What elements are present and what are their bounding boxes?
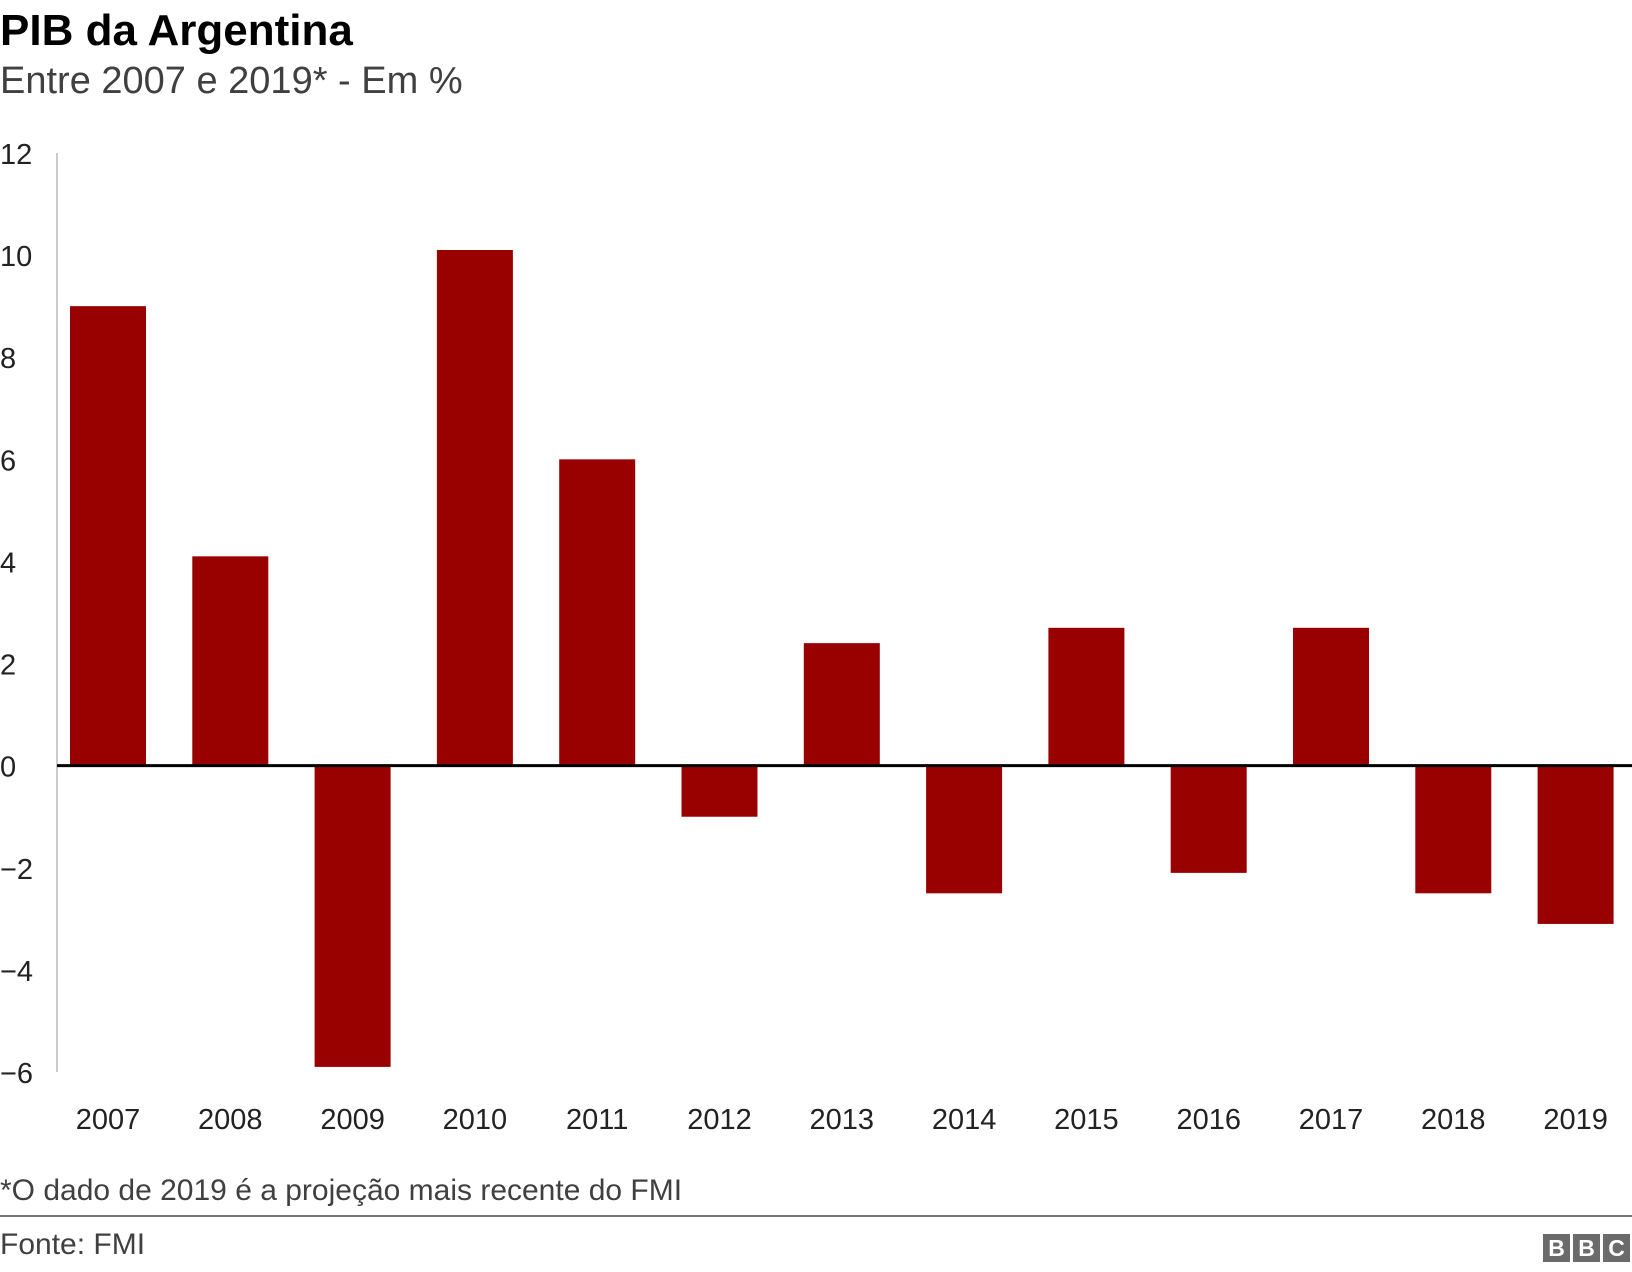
chart-title: PIB da Argentina xyxy=(0,6,353,55)
bar-2011 xyxy=(559,459,636,766)
bar-2009 xyxy=(314,765,391,1067)
x-tick-label: 2018 xyxy=(1421,1104,1486,1136)
y-tick-label: 10 xyxy=(0,241,32,273)
bar-2017 xyxy=(1293,627,1369,766)
bar-2014 xyxy=(926,765,1003,894)
x-tick-label: 2015 xyxy=(1054,1104,1119,1136)
bar-2012 xyxy=(681,765,758,817)
bar-2013 xyxy=(803,643,880,766)
y-tick-label: 2 xyxy=(0,650,16,682)
bar-chart: 12 10 8 6 4 2 0 −2 −4 −6 2007 2008 2009 2010 2011 2012 2… xyxy=(0,139,1632,1136)
y-tick-label: 8 xyxy=(0,343,16,375)
bar-2016 xyxy=(1170,765,1247,873)
bar-2015 xyxy=(1048,627,1125,766)
x-tick-label: 2012 xyxy=(687,1104,752,1136)
y-tick-label: 0 xyxy=(0,752,16,784)
chart-subtitle: Entre 2007 e 2019* - Em % xyxy=(0,60,463,102)
x-tick-label: 2016 xyxy=(1176,1104,1241,1136)
y-tick-label: 4 xyxy=(0,547,16,579)
x-tick-label: 2011 xyxy=(566,1104,628,1136)
x-tick-label: 2009 xyxy=(320,1104,385,1136)
logo-letter: C xyxy=(1603,1234,1630,1262)
x-tick-label: 2007 xyxy=(76,1104,141,1136)
bar-2007 xyxy=(70,306,146,766)
bbc-logo: B B C xyxy=(1543,1234,1630,1262)
x-tick-label: 2014 xyxy=(932,1104,997,1136)
bar-2010 xyxy=(436,250,513,766)
logo-letter: B xyxy=(1573,1234,1600,1262)
bar-2018 xyxy=(1415,765,1492,894)
source-note: Fonte: FMI xyxy=(0,1228,146,1261)
x-tick-label: 2019 xyxy=(1543,1104,1608,1136)
x-tick-label: 2017 xyxy=(1299,1104,1364,1136)
y-tick-label: −6 xyxy=(0,1058,33,1090)
y-tick-label: 6 xyxy=(0,445,16,477)
bar-2019 xyxy=(1537,765,1614,924)
logo-letter: B xyxy=(1543,1234,1570,1262)
y-tick-label: −2 xyxy=(0,854,33,886)
y-tick-label: 12 xyxy=(0,139,32,171)
y-tick-label: −4 xyxy=(0,956,33,988)
x-tick-label: 2008 xyxy=(198,1104,263,1136)
bar-2008 xyxy=(192,556,269,766)
x-tick-label: 2010 xyxy=(443,1104,508,1136)
footnote: *O dado de 2019 é a projeção mais recent… xyxy=(0,1174,683,1207)
divider xyxy=(0,1215,1632,1217)
x-tick-label: 2013 xyxy=(810,1104,875,1136)
